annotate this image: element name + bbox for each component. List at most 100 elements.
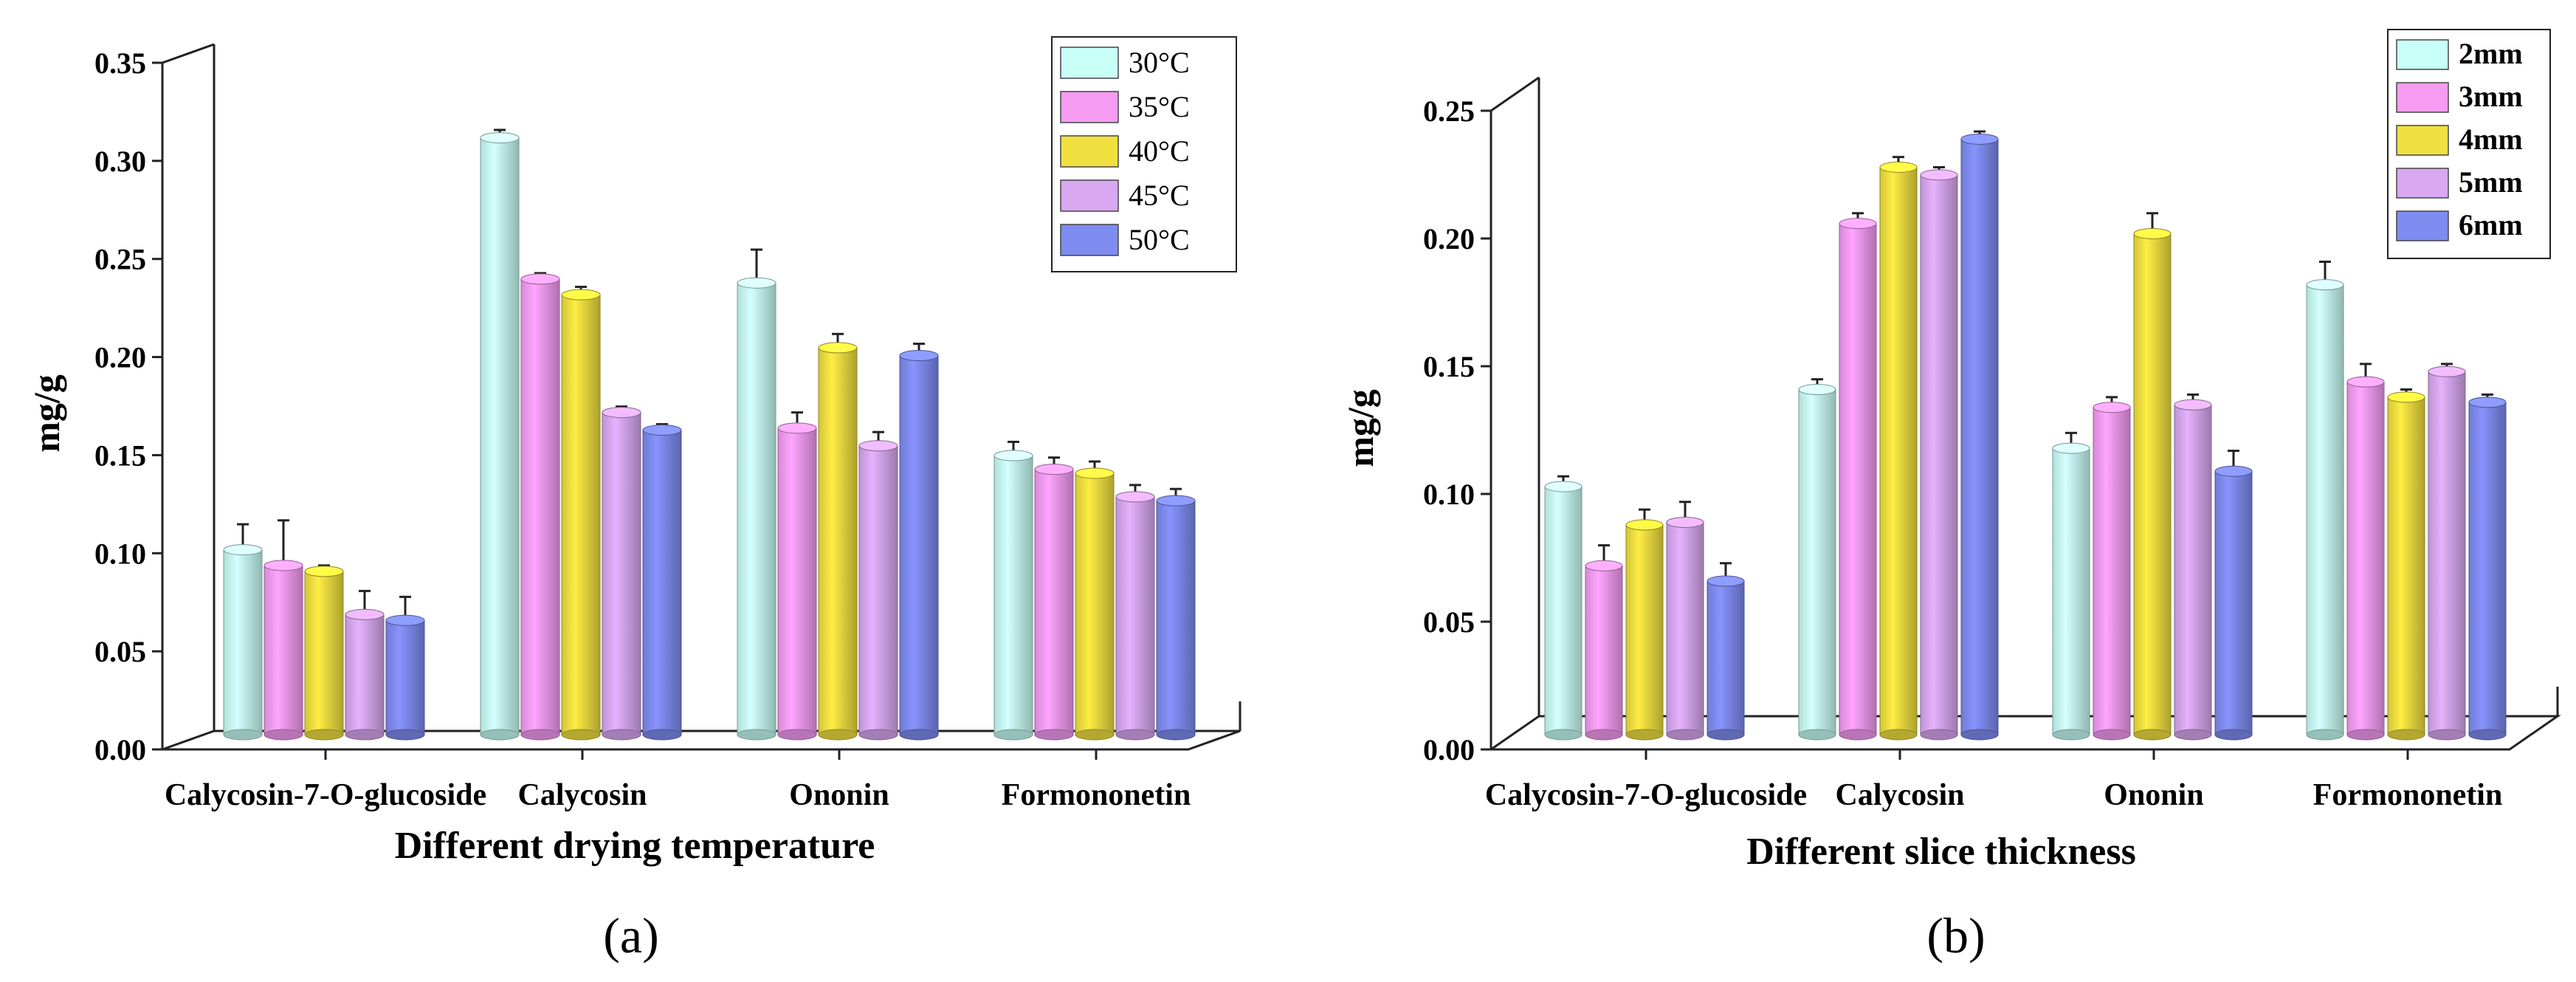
bar-top bbox=[2387, 391, 2425, 403]
bar-base bbox=[2468, 729, 2507, 741]
y-tick-label: 0.15 bbox=[94, 439, 146, 472]
bar-body bbox=[1585, 565, 1623, 735]
bar-top bbox=[1666, 516, 1704, 528]
category-label: Formononetin bbox=[2313, 778, 2503, 812]
bar-body bbox=[1544, 486, 1583, 735]
bar-body bbox=[642, 430, 682, 735]
bar-base bbox=[1034, 729, 1074, 741]
bar-body bbox=[858, 445, 898, 735]
bar bbox=[1960, 130, 1999, 741]
y-tick-label: 0.05 bbox=[1423, 605, 1475, 639]
legend-item: 50°C bbox=[1060, 223, 1190, 256]
bar-base bbox=[1666, 729, 1704, 741]
bar bbox=[1666, 501, 1704, 741]
legend-item: 35°C bbox=[1060, 90, 1190, 123]
bar-body bbox=[2214, 470, 2253, 735]
legend-label: 5mm bbox=[2459, 165, 2523, 199]
bar bbox=[2174, 393, 2212, 741]
bar-base bbox=[1839, 729, 1877, 741]
bar-base bbox=[858, 729, 898, 741]
bar-top bbox=[1839, 218, 1877, 230]
bar-base bbox=[602, 729, 641, 741]
bar-body bbox=[777, 428, 817, 735]
y-tick-label: 0.20 bbox=[1423, 222, 1475, 255]
legend-item: 3mm bbox=[2396, 80, 2523, 113]
category-label: Calycosin-7-O-glucoside bbox=[165, 778, 486, 812]
bar-top bbox=[1960, 133, 1999, 145]
bar-top bbox=[899, 350, 939, 362]
bar-body bbox=[520, 278, 560, 735]
legend-swatch bbox=[1060, 224, 1119, 256]
chart-a-panel-label: (a) bbox=[603, 907, 658, 964]
bar-top bbox=[2428, 365, 2466, 377]
bar bbox=[993, 440, 1033, 741]
legend-item: 45°C bbox=[1060, 179, 1190, 212]
bar-base bbox=[1920, 729, 1958, 741]
legend-swatch bbox=[1060, 135, 1119, 168]
bar-base bbox=[2428, 729, 2466, 741]
bar-top bbox=[642, 425, 682, 436]
bar-base bbox=[899, 729, 939, 741]
category-label: Formononetin bbox=[1002, 778, 1191, 812]
bar bbox=[345, 589, 385, 741]
legend-item: 2mm bbox=[2396, 37, 2523, 70]
legend-label: 6mm bbox=[2459, 208, 2523, 241]
legend-label: 2mm bbox=[2459, 37, 2523, 70]
bar bbox=[2387, 388, 2425, 741]
bar-top bbox=[993, 450, 1033, 461]
bar-base bbox=[2174, 729, 2212, 741]
bar-top bbox=[737, 277, 776, 289]
chart-b-legend: 2mm 3mm 4mm 5mm 6mm bbox=[2387, 29, 2551, 259]
bar-top bbox=[264, 560, 303, 571]
bar bbox=[2346, 363, 2385, 741]
bar-base bbox=[737, 729, 776, 741]
bar-top bbox=[1034, 464, 1074, 475]
bar-top bbox=[1920, 169, 1958, 181]
bar-base bbox=[1625, 729, 1664, 741]
bar-body bbox=[2468, 402, 2507, 735]
bar bbox=[2468, 393, 2507, 741]
bar-top bbox=[1625, 519, 1664, 531]
bar-base bbox=[642, 729, 682, 741]
bar bbox=[1544, 475, 1583, 741]
legend-swatch bbox=[2396, 210, 2449, 241]
bar-body bbox=[1707, 580, 1745, 735]
legend-swatch bbox=[1060, 91, 1119, 123]
bar-top bbox=[304, 566, 344, 577]
legend-label: 4mm bbox=[2459, 123, 2523, 156]
bar-body bbox=[1625, 524, 1664, 735]
chart-b-panel-label: (b) bbox=[1926, 907, 1985, 964]
bar bbox=[642, 423, 682, 741]
bar-top bbox=[858, 440, 898, 452]
bar-base bbox=[1960, 729, 1999, 741]
y-tick-label: 0.05 bbox=[94, 635, 146, 668]
legend-label: 35°C bbox=[1129, 90, 1190, 123]
bar bbox=[1798, 378, 1836, 741]
legend-label: 40°C bbox=[1129, 134, 1190, 168]
legend-label: 3mm bbox=[2459, 80, 2523, 113]
bar-body bbox=[223, 549, 263, 735]
chart-a-category-labels: Calycosin-7-O-glucoside Calycosin Ononin Fo… bbox=[165, 778, 1191, 812]
bar-body bbox=[385, 619, 425, 735]
bar-base bbox=[480, 729, 520, 741]
bar-top bbox=[1075, 467, 1115, 479]
bar bbox=[304, 564, 344, 741]
bar-base bbox=[1707, 729, 1745, 741]
bar-top bbox=[2133, 227, 2172, 239]
bar bbox=[818, 332, 858, 741]
chart-b-x-axis-label: Different slice thickness bbox=[1746, 831, 2136, 873]
bar-body bbox=[1879, 167, 1918, 735]
bar bbox=[602, 405, 641, 741]
bar bbox=[520, 272, 560, 741]
bar-body bbox=[1798, 389, 1836, 735]
legend-swatch bbox=[1060, 47, 1119, 79]
bar-base bbox=[2306, 729, 2344, 741]
bar-body bbox=[1156, 500, 1196, 735]
bar bbox=[777, 411, 817, 741]
bar-base bbox=[264, 729, 303, 741]
bar-top bbox=[1544, 481, 1583, 492]
legend-label: 50°C bbox=[1129, 223, 1190, 256]
bar-top bbox=[2346, 376, 2385, 388]
bar-base bbox=[2387, 729, 2425, 741]
bar-base bbox=[385, 729, 425, 741]
